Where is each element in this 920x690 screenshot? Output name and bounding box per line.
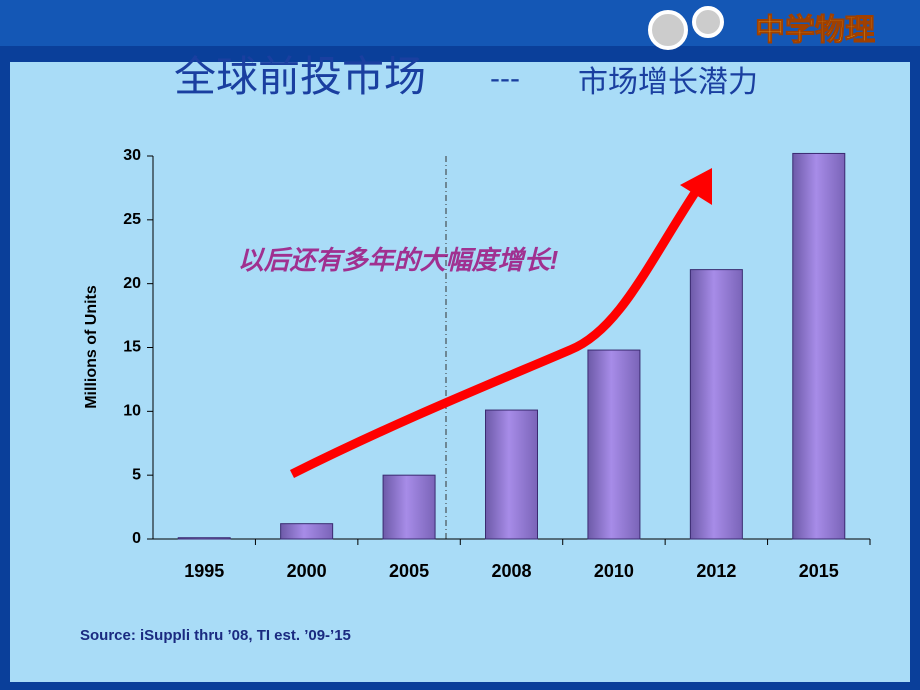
bar: [177, 537, 231, 540]
bar: [587, 349, 641, 540]
source: Source: iSuppli thru ’08, TI est. ’09-’1…: [80, 627, 351, 644]
x-tick-label: 2010: [594, 561, 634, 581]
x-tick-label: 2000: [287, 561, 327, 581]
bar: [382, 474, 436, 540]
top-bar: [0, 0, 920, 46]
gear: [648, 10, 688, 50]
annotation: 以后还有多年的大幅度增长!: [238, 245, 559, 275]
subtitle: 市场增长潜力: [578, 65, 758, 100]
y-tick-label: 20: [123, 275, 141, 292]
bar: [280, 523, 334, 540]
y-tick-label: 30: [123, 147, 141, 164]
y-tick-label: 10: [123, 403, 141, 420]
gear: [692, 6, 724, 38]
arrow-head: [680, 168, 712, 205]
x-tick-label: 2005: [389, 561, 429, 581]
bar: [689, 269, 743, 540]
y-tick-label: 0: [132, 530, 141, 547]
x-tick-label: 1995: [184, 561, 224, 581]
bar: [485, 409, 538, 540]
title: 全球前投市场: [174, 52, 426, 101]
logo: 中学物理: [755, 13, 875, 47]
bar: [792, 152, 846, 540]
x-tick-label: 2012: [696, 561, 736, 581]
plot: 0 5 10 15 20 25 30 1995 2000 2005 2008 2010 2012 2015: [123, 147, 871, 581]
y-tick-label: 5: [132, 466, 141, 483]
x-tick-label: 2015: [799, 561, 839, 581]
y-tick-label: 15: [123, 339, 141, 356]
y-label: Millions of Units: [83, 285, 100, 409]
y-tick-label: 25: [123, 211, 141, 228]
panel: [10, 62, 910, 682]
trend-arrow: [289, 182, 704, 479]
x-tick-label: 2008: [491, 561, 531, 581]
title-sep: ---: [490, 62, 520, 95]
